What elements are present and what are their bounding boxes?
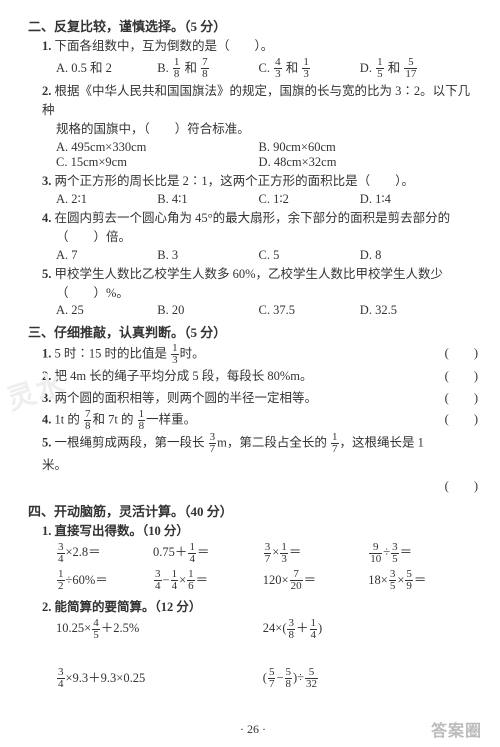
q2-5-cont: （ ）%。 [56, 284, 478, 303]
expr-cell: 34×9.3＋9.3×0.25 [56, 667, 263, 691]
q2-5-options: A. 25 B. 20 C. 37.5 D. 32.5 [56, 303, 478, 318]
opt-d: D. 1∶4 [360, 191, 461, 207]
q3-5: 5. 一根绳剪成两段，第一段长 37m，第二段占全长的 17，这根绳长是 1 米… [42, 432, 478, 476]
q2-2-cont: 规格的国旗中，（ ）符合标准。 [56, 120, 478, 139]
q2-2-options: A. 495cm×330cm B. 90cm×60cm C. 15cm×9cm … [56, 140, 478, 170]
expr-cell: (57−58)÷532 [263, 667, 470, 691]
opt-d: D. 48cm×32cm [259, 155, 462, 170]
section-4-title: 四、开动脑筋，灵活计算。（40 分） [28, 501, 478, 520]
q2-3-options: A. 2∶1 B. 4∶1 C. 1∶2 D. 1∶4 [56, 191, 478, 207]
opt-a: A. 2∶1 [56, 191, 157, 207]
section-3-title: 三、仔细推敲，认真判断。（5 分） [28, 322, 478, 341]
expr-cell: 10.25×45＋2.5% [56, 617, 263, 641]
opt-b: B. 4∶1 [157, 191, 258, 207]
q3-4: 4. 1t 的 78和 7t 的 18一样重。 ( ) [42, 409, 478, 432]
q2-4-options: A. 7 B. 3 C. 5 D. 8 [56, 248, 478, 263]
expr-cell: 24×(38＋14) [263, 617, 470, 641]
page-number: · 26 · [28, 722, 478, 737]
tf-bracket [442, 432, 478, 476]
opt-b: B. 3 [157, 248, 258, 263]
tf-bracket: ( ) [442, 388, 478, 409]
q2-2: 2. 根据《中华人民共和国国旗法》的规定，国旗的长与宽的比为 3∶2。以下几种 [42, 82, 478, 120]
opt-d: D. 15 和 517 [360, 57, 461, 81]
q-num: 1. [42, 39, 51, 53]
opt-d: D. 8 [360, 248, 461, 263]
tf-bracket: ( ) [442, 366, 478, 387]
section-2-title: 二、反复比较，谨慎选择。（5 分） [28, 16, 478, 35]
calc-cell: 0.75＋14＝ [153, 541, 263, 565]
q2-1: 1. 下面各组数中，互为倒数的是（ ）。 [42, 37, 478, 56]
opt-a: A. 7 [56, 248, 157, 263]
opt-a: A. 25 [56, 303, 157, 318]
tf-bracket: ( ) [442, 476, 478, 497]
opt-b: B. 18 和 78 [157, 57, 258, 81]
q-text: 下面各组数中，互为倒数的是（ ）。 [55, 39, 274, 53]
q2-5: 5. 甲校学生人数比乙校学生人数多 60%，乙校学生人数比甲校学生人数少 [42, 265, 478, 284]
calc-row: 34×2.8＝ 0.75＋14＝ 37×13＝ 910÷35＝ 12÷60%＝ … [56, 541, 478, 596]
q4-2: 2. 能简算的要简算。（12 分） [42, 598, 478, 617]
tf-bracket: ( ) [442, 409, 478, 432]
q3-5-br: ( ) [42, 476, 478, 497]
opt-d: D. 32.5 [360, 303, 461, 318]
bottom-logo: 答案圈 [431, 717, 482, 741]
opt-c: C. 43 和 13 [259, 57, 360, 81]
q2-4-cont: （ ）倍。 [56, 228, 478, 247]
opt-b: B. 90cm×60cm [259, 140, 462, 155]
opt-c: C. 37.5 [259, 303, 360, 318]
simplify-row: 10.25×45＋2.5% 24×(38＋14) 34×9.3＋9.3×0.25… [56, 617, 478, 716]
q2-3: 3. 两个正方形的周长比是 2∶1，这两个正方形的面积比是（ ）。 [42, 172, 478, 191]
opt-a: A. 495cm×330cm [56, 140, 259, 155]
calc-cell: 12÷60%＝ [56, 569, 153, 593]
q3-2: 2. 把 4m 长的绳子平均分成 5 段，每段长 80%m。 ( ) [42, 366, 478, 387]
calc-cell: 910÷35＝ [368, 541, 474, 565]
calc-cell: 34×2.8＝ [56, 541, 153, 565]
calc-cell: 18×35×59＝ [368, 569, 474, 593]
q2-1-options: A. 0.5 和 2 B. 18 和 78 C. 43 和 13 D. 15 和… [56, 57, 478, 81]
opt-c: C. 15cm×9cm [56, 155, 259, 170]
opt-c: C. 5 [259, 248, 360, 263]
q2-4: 4. 在圆内剪去一个圆心角为 45°的最大扇形，余下部分的面积是剪去部分的 [42, 209, 478, 228]
exam-page: 灵水 二、反复比较，谨慎选择。（5 分） 1. 下面各组数中，互为倒数的是（ ）… [0, 0, 500, 747]
opt-b: B. 20 [157, 303, 258, 318]
q3-1: 1. 5 时∶15 时的比值是 13时。 ( ) [42, 343, 478, 366]
calc-cell: 34−14×16＝ [153, 569, 263, 593]
q4-1: 1. 直接写出得数。（10 分） [42, 522, 478, 541]
tf-bracket: ( ) [442, 343, 478, 366]
calc-cell: 120×720＝ [263, 569, 369, 593]
calc-cell: 37×13＝ [263, 541, 369, 565]
opt-c: C. 1∶2 [259, 191, 360, 207]
opt-a: A. 0.5 和 2 [56, 57, 157, 81]
q3-3: 3. 两个圆的面积相等，则两个圆的半径一定相等。 ( ) [42, 388, 478, 409]
